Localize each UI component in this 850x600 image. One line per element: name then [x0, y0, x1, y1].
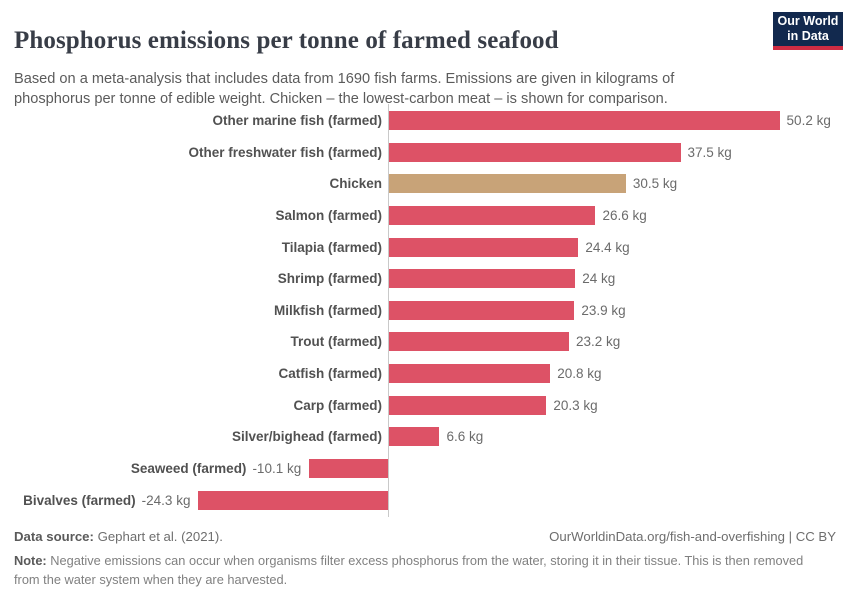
value-label: 23.9 kg: [581, 302, 626, 318]
bar[interactable]: [388, 142, 681, 162]
negative-label-group: Seaweed (farmed) -10.1 kg: [0, 458, 301, 478]
footnote-text: Negative emissions can occur when organi…: [14, 553, 804, 588]
bar[interactable]: [388, 269, 576, 289]
page-title: Phosphorus emissions per tonne of farmed…: [14, 26, 559, 54]
owid-logo[interactable]: Our World in Data: [773, 12, 843, 50]
category-label: Tilapia (farmed): [281, 239, 382, 255]
footer: Data source: Gephart et al. (2021). OurW…: [14, 529, 836, 544]
value-label: 20.3 kg: [553, 397, 598, 413]
bar[interactable]: [388, 395, 547, 415]
category-label: Shrimp (farmed): [277, 271, 382, 287]
owid-logo-line1: Our World: [777, 14, 839, 29]
value-label: 24 kg: [582, 271, 616, 287]
value-label: 23.2 kg: [575, 334, 621, 350]
value-label: 6.6 kg: [446, 429, 484, 445]
value-label: 20.8 kg: [557, 366, 602, 382]
bar[interactable]: [388, 174, 626, 194]
data-source-value: Gephart et al. (2021).: [97, 529, 223, 544]
bar[interactable]: [309, 458, 388, 478]
value-label: -10.1 kg: [252, 460, 302, 476]
value-label: -24.3 kg: [141, 492, 191, 508]
category-label: Salmon (farmed): [275, 207, 382, 223]
category-label: Other freshwater fish (farmed): [188, 144, 382, 160]
bar[interactable]: [388, 332, 569, 352]
category-label: Catfish (farmed): [278, 366, 382, 382]
bar[interactable]: [198, 490, 388, 510]
category-label: Carp (farmed): [293, 397, 382, 413]
bar[interactable]: [388, 205, 596, 225]
bar[interactable]: [388, 364, 551, 384]
y-axis-line: [388, 104, 389, 517]
category-label: Other marine fish (farmed): [212, 113, 382, 129]
negative-label-group: Bivalves (farmed) -24.3 kg: [0, 490, 190, 510]
footer-link[interactable]: OurWorldinData.org/fish-and-overfishing …: [549, 529, 836, 544]
footnote: Note: Negative emissions can occur when …: [14, 551, 806, 589]
category-label: Seaweed (farmed): [130, 460, 247, 476]
value-label: 50.2 kg: [786, 113, 831, 129]
category-label: Trout (farmed): [290, 334, 382, 350]
value-label: 30.5 kg: [632, 176, 678, 192]
bar[interactable]: [388, 300, 575, 320]
category-label: Milkfish (farmed): [273, 302, 382, 318]
data-source: Data source: Gephart et al. (2021).: [14, 529, 223, 544]
bar[interactable]: [388, 237, 579, 257]
bar[interactable]: [388, 427, 440, 447]
category-label: Chicken: [329, 176, 382, 192]
value-label: 37.5 kg: [687, 144, 732, 160]
chart-subtitle: Based on a meta-analysis that includes d…: [14, 70, 675, 108]
footnote-label: Note:: [14, 553, 47, 568]
bar[interactable]: [388, 111, 780, 131]
value-label: 24.4 kg: [585, 239, 630, 255]
category-label: Bivalves (farmed): [23, 492, 136, 508]
owid-logo-line2: in Data: [787, 29, 829, 43]
value-label: 26.6 kg: [602, 207, 647, 223]
data-source-label: Data source:: [14, 529, 94, 544]
category-label: Silver/bighead (farmed): [231, 429, 382, 445]
